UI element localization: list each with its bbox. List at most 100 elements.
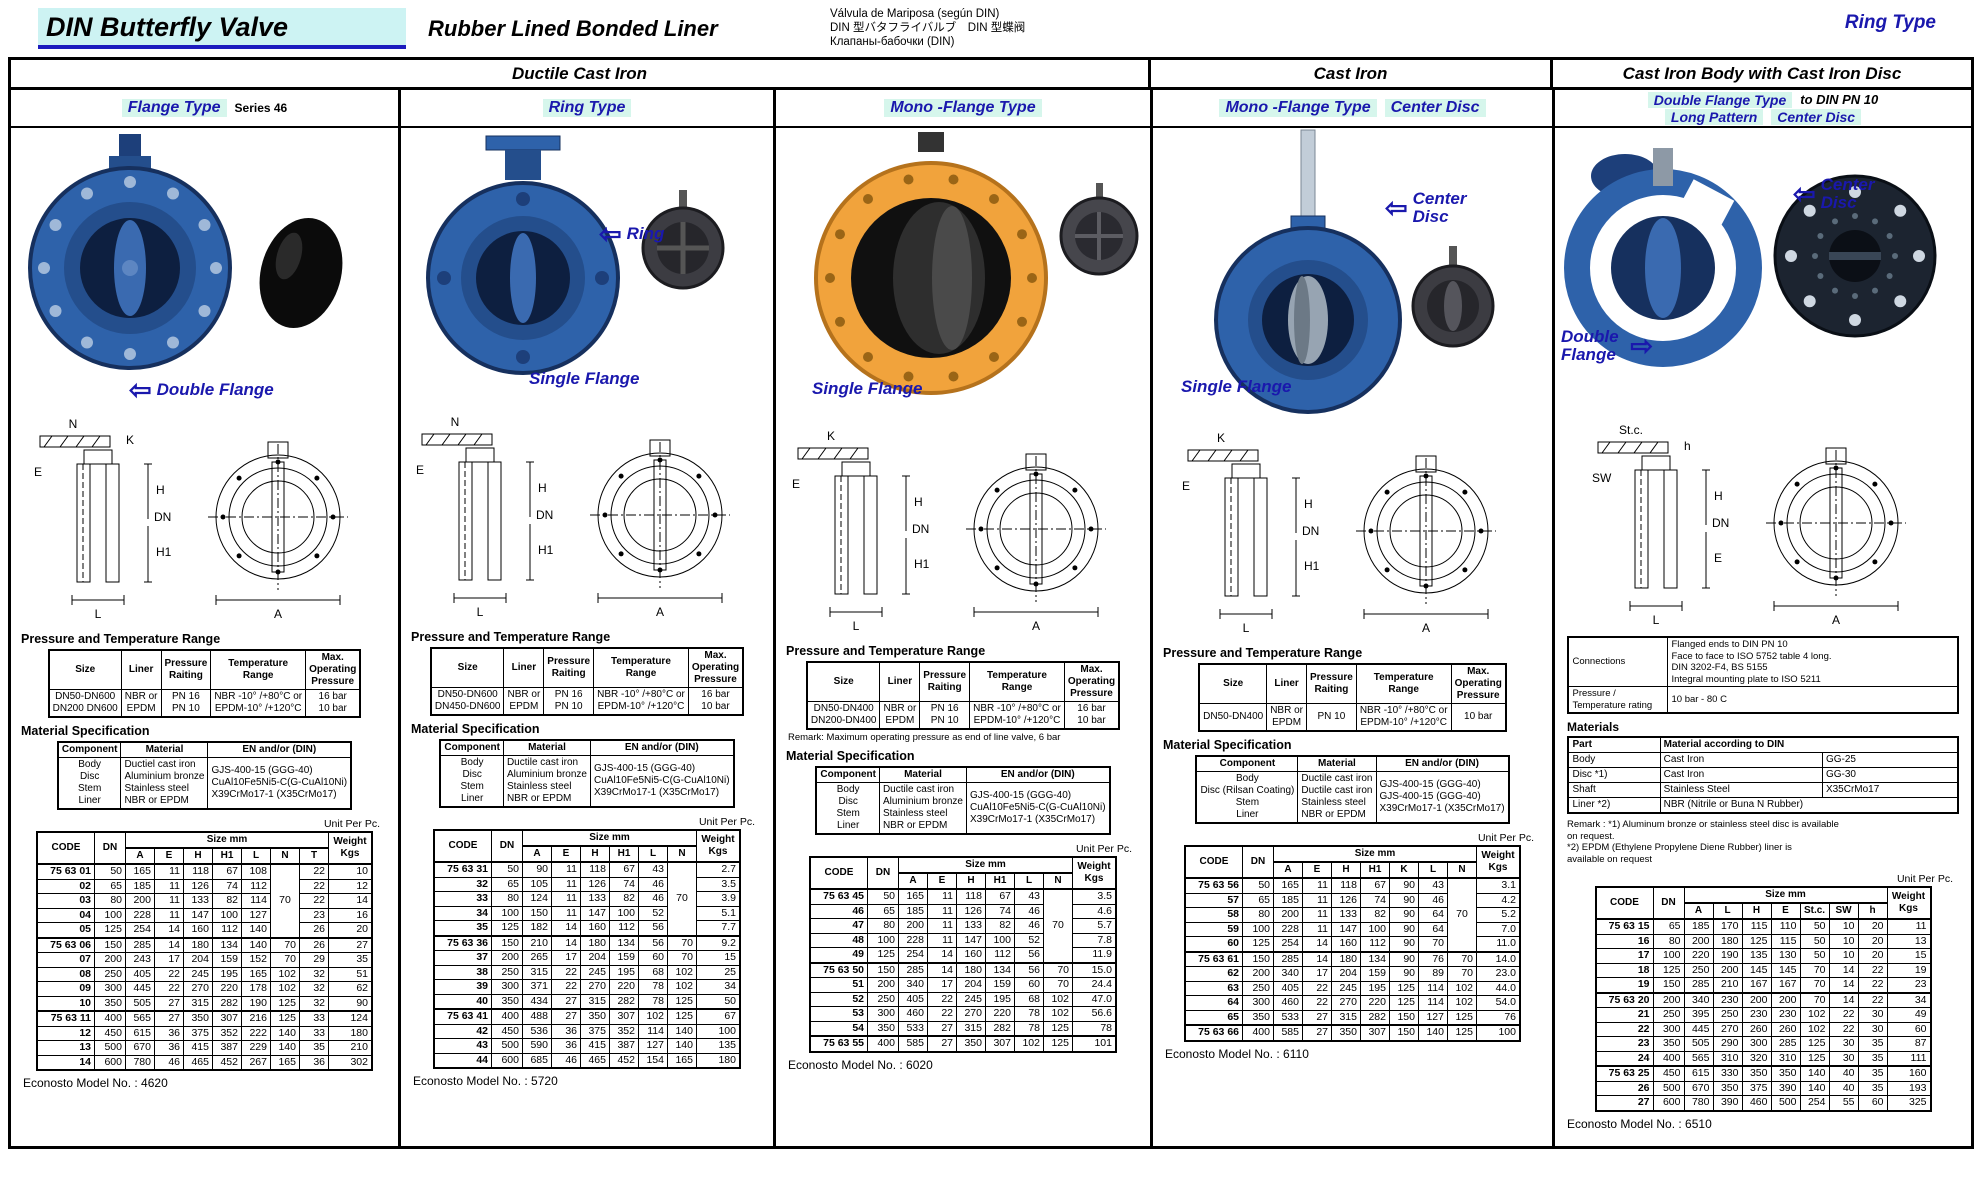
weight-cell: 2.7 [696, 861, 741, 878]
dim-cell: 22 [927, 991, 957, 1007]
materials-material: Cast Iron [1659, 767, 1823, 783]
dn-cell: 500 [1652, 1080, 1685, 1096]
type-label-text: Flange Type [121, 99, 227, 117]
dim-cell: 30 [1857, 1021, 1888, 1037]
svg-text:H: H [538, 481, 547, 495]
code-header: CODE [1184, 845, 1243, 879]
dn-cell: 300 [1652, 1021, 1685, 1037]
code-cell: 54 [809, 1020, 868, 1037]
size-col-header: SW [1828, 902, 1859, 920]
table-row: 19 150 285 210 167 167 70 14 22 23 [1595, 977, 1931, 993]
size-col-header: H [956, 872, 986, 890]
pressure-temperature-table: Size Liner Pressure Raiting Temperature Range… [47, 649, 362, 718]
dim-cell: 27 [551, 993, 581, 1010]
dim-cell: 267 [241, 1054, 271, 1071]
dim-cell: 32 [299, 981, 329, 997]
dim-cell: 11 [927, 903, 957, 919]
dim-cell: 220 [985, 1006, 1015, 1022]
dim-cell: 452 [212, 1054, 242, 1071]
pressure-value: PN 16 PN 10 [919, 701, 971, 730]
code-cell: 13 [36, 1040, 95, 1056]
dn-cell: 250 [867, 991, 899, 1007]
dim-cell: 180 [1331, 950, 1361, 967]
weight-cell: 19 [1886, 962, 1931, 978]
dn-cell: 65 [94, 878, 126, 894]
svg-text:DN: DN [1302, 524, 1319, 538]
type-label-text: Mono -Flange Type [1219, 99, 1377, 117]
size-col-header: L [1418, 861, 1448, 879]
dim-cell: 245 [956, 991, 986, 1007]
svg-text:E: E [1714, 551, 1722, 565]
size-col-header: H1 [1360, 861, 1390, 879]
dim-cell: 152 [241, 952, 271, 968]
dim-cell: 282 [1360, 1009, 1390, 1026]
dim-cell: 70 [1799, 977, 1830, 993]
pressure-temperature-table: Size Liner Pressure Raiting Temperature Range… [805, 661, 1121, 730]
code-header: CODE [809, 856, 868, 890]
dim-cell: 140 [1799, 1065, 1830, 1082]
dim-cell: 46 [551, 1052, 581, 1069]
dim-cell: 26 [299, 936, 329, 953]
valve-photo [401, 128, 773, 403]
dim-cell: 405 [125, 966, 155, 982]
pressure-value: NBR or EPDM [1266, 703, 1307, 732]
code-cell: 09 [36, 981, 95, 997]
size-col-header: H1 [212, 847, 242, 865]
valve-photo-zone: ⇦ Double Flange [11, 128, 398, 414]
pressure-value: NBR or EPDM [120, 689, 162, 718]
connections-value: Flanged ends to DIN PN 10 Face to face to… [1667, 636, 1959, 687]
valve-photo-zone: ⇦ Center Disc Single Flange [1153, 128, 1552, 428]
material-col-header: EN and/or (DIN) [965, 766, 1111, 783]
dim-cell: 533 [1273, 1009, 1303, 1026]
materials-row: Liner *2) NBR (Nitrile or Buna N Rubber) [1567, 797, 1959, 814]
size-col-header: K [1389, 861, 1419, 879]
dim-cell: 43 [1014, 888, 1044, 905]
dim-cell: 330 [1712, 1065, 1743, 1082]
dim-cell: 11 [927, 888, 957, 905]
dim-cell: 395 [1683, 1007, 1714, 1023]
dim-cell: 307 [985, 1035, 1015, 1052]
table-row: 75 63 55 400 585 27 350 307 102 125 101 [809, 1035, 1117, 1052]
dim-cell: 780 [1683, 1095, 1714, 1111]
dim-cell: 387 [212, 1040, 242, 1056]
unit-per-pc-label: Unit Per Pc. [323, 818, 380, 830]
dim-cell: 108 [241, 863, 271, 880]
dim-cell: 102 [667, 979, 697, 995]
dim-cell: 140 [1799, 1080, 1830, 1096]
code-cell: 02 [36, 878, 95, 894]
dim-cell: 150 [1389, 1024, 1419, 1041]
code-cell: 24 [1595, 1050, 1654, 1067]
dim-cell: 22 [1302, 980, 1332, 996]
table-row: 75 63 15 65 185 170 115 110 50 10 20 11 [1595, 918, 1931, 935]
weight-cell: 50 [696, 993, 741, 1010]
connections-label: Connections [1567, 636, 1669, 687]
dim-cell: 315 [183, 995, 213, 1012]
code-cell: 65 [1184, 1009, 1243, 1026]
dim-cell: 70 [667, 934, 697, 951]
material-value: Body Disc Stem Liner [815, 782, 880, 835]
dim-cell: 112 [241, 878, 271, 894]
size-col-header: E [154, 847, 184, 865]
size-mm-header: Size mm [898, 856, 1073, 874]
annotation-label: Ring [626, 224, 665, 243]
dim-cell: 22 [1857, 962, 1888, 978]
annotation-single-flange: Single Flange [812, 380, 923, 398]
panel-type-header: Ring Type [401, 90, 773, 128]
dim-cell: 134 [609, 934, 639, 951]
dn-header: DN [491, 829, 523, 863]
materials-row: Shaft Stainless Steel X35CrMo17 [1567, 782, 1959, 798]
weight-cell: 87 [1886, 1036, 1931, 1052]
dim-cell: 27 [1302, 1009, 1332, 1026]
connections-table: Connections Flanged ends to DIN PN 10 Face… [1567, 636, 1959, 714]
dim-cell: 375 [580, 1023, 610, 1039]
dim-cell: 102 [1447, 995, 1477, 1011]
weight-cell: 20 [328, 922, 373, 938]
dim-cell: 67 [212, 863, 242, 880]
dim-cell: 17 [927, 977, 957, 993]
dim-cell: 90 [1389, 892, 1419, 908]
dim-cell: 55 [1828, 1095, 1859, 1111]
merged-cell: 70 [667, 861, 697, 936]
pressure-col-header: Max. Operating Pressure [687, 647, 744, 688]
dim-cell: 222 [241, 1025, 271, 1041]
dim-cell: 27 [154, 1010, 184, 1027]
